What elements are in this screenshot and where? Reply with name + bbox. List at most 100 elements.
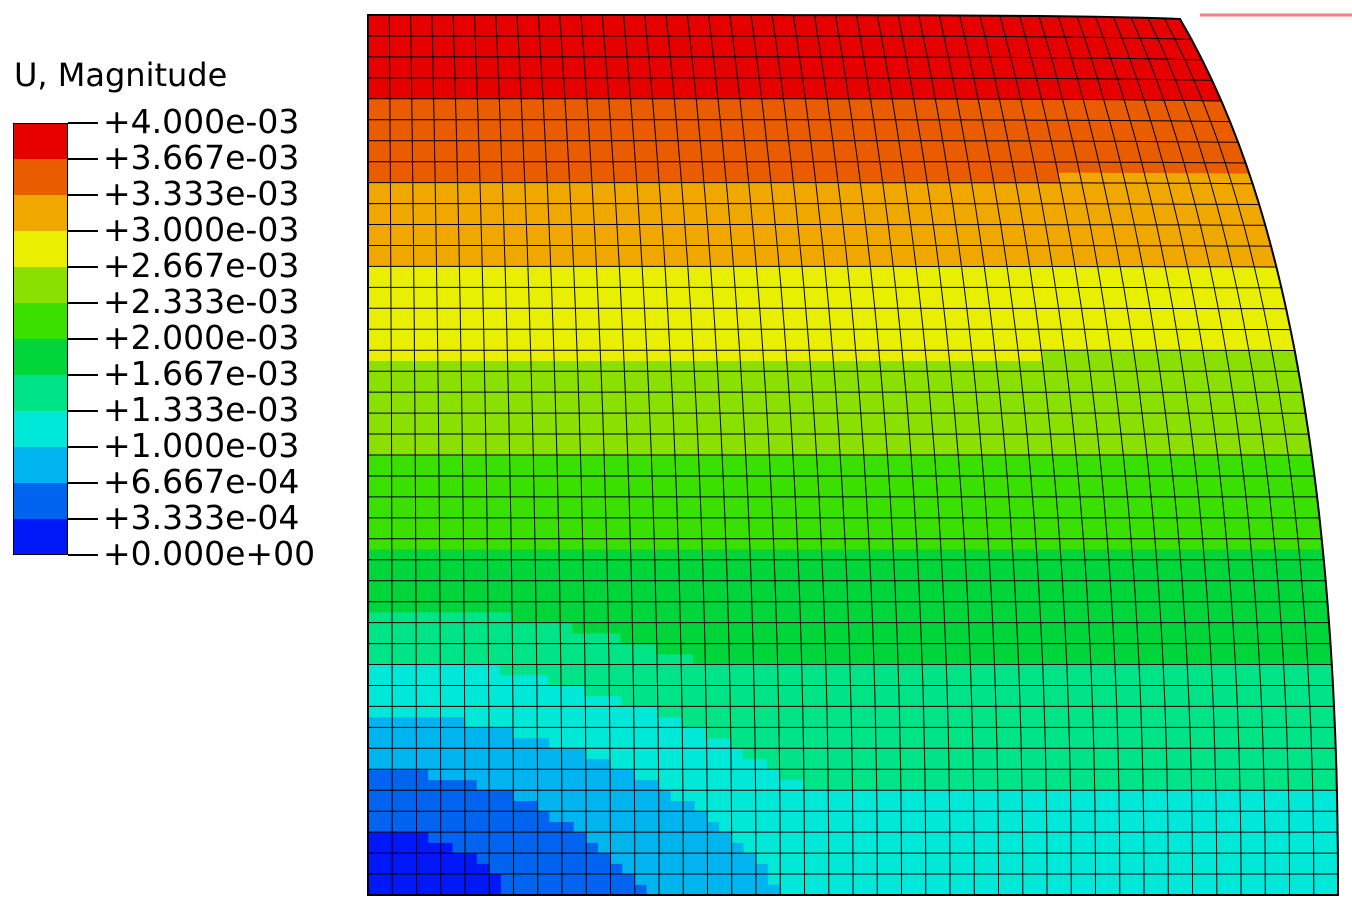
contour-cell [801,402,815,414]
contour-cell [654,569,668,582]
contour-cell [486,67,499,79]
contour-cell [758,486,772,498]
contour-cell [826,685,840,697]
contour-cell [972,758,986,770]
contour-cell [949,182,963,194]
contour-cell [672,402,686,414]
contour-cell [474,465,487,477]
contour-cell [778,716,792,728]
contour-cell [581,203,595,215]
contour-cell [680,643,694,655]
contour-cell [664,496,678,508]
contour-cell [850,685,864,697]
contour-cell [561,789,575,802]
contour-cell [368,255,380,267]
contour-cell [796,538,810,550]
contour-cell [403,789,417,802]
contour-cell [682,737,695,749]
contour-cell [900,151,914,162]
contour-cell [778,727,792,739]
contour-cell [906,580,920,592]
contour-cell [510,496,523,508]
contour-cell [790,423,804,435]
contour-cell [457,192,470,204]
contour-cell [1033,800,1047,812]
contour-cell [488,98,501,110]
contour-cell [1027,255,1042,267]
contour-cell [948,768,962,781]
contour-cell [605,56,618,68]
contour-cell [412,182,425,194]
contour-cell [1044,381,1059,393]
contour-cell [992,632,1007,644]
contour-cell [894,402,909,414]
contour-cell [528,307,542,320]
contour-cell [539,276,552,288]
contour-cell [1006,475,1021,487]
contour-cell [415,622,429,634]
contour-cell [828,307,842,320]
contour-cell [881,381,895,393]
contour-cell [509,486,523,498]
contour-cell [850,109,864,121]
contour-cell [606,245,620,257]
legend-label: +2.333e-03 [103,282,300,321]
contour-cell [752,119,766,131]
contour-cell [586,98,599,110]
contour-cell [699,496,713,508]
contour-cell [497,454,511,466]
contour-cell [694,779,708,791]
contour-cell [676,517,690,529]
contour-cell [1032,381,1047,393]
contour-cell [464,716,478,728]
contour-cell [974,517,988,529]
contour-cell [504,266,518,278]
contour-cell [789,664,803,676]
contour-cell [403,559,417,571]
contour-cell [646,360,660,372]
contour-cell [799,611,813,623]
contour-cell [871,109,886,121]
contour-cell [1070,810,1084,823]
contour-cell [556,161,570,173]
contour-cell [825,674,839,686]
contour-cell [730,747,744,760]
contour-cell [758,77,772,89]
contour-cell [888,475,902,487]
contour-cell [553,98,566,110]
contour-cell [399,46,412,58]
contour-cell [822,590,837,603]
contour-cell [484,412,498,424]
contour-cell [368,884,381,895]
contour-cell [819,339,833,351]
contour-cell [621,129,635,141]
contour-cell [881,559,895,571]
contour-cell [368,674,381,686]
contour-cell [990,580,1004,592]
contour-cell [828,873,842,885]
contour-cell [785,349,799,362]
contour-cell [757,465,771,477]
contour-cell [1002,423,1016,435]
contour-cell [873,297,887,309]
contour-cell [452,779,466,791]
contour-cell [875,716,889,728]
contour-cell [824,632,838,644]
contour-cell [599,129,612,141]
contour-cell [1044,716,1058,728]
contour-cell [436,318,450,330]
contour-cell [433,88,445,100]
contour-cell [925,831,939,843]
contour-cell [612,381,626,393]
contour-cell [390,192,403,204]
contour-cell [609,119,623,131]
contour-cell [426,486,440,498]
contour-cell [1001,234,1016,246]
contour-cell [598,307,611,320]
contour-cell [559,601,573,613]
contour-cell [855,517,869,529]
contour-cell [379,349,392,362]
contour-cell [682,789,696,802]
contour-cell [768,161,782,173]
contour-cell [751,109,765,121]
